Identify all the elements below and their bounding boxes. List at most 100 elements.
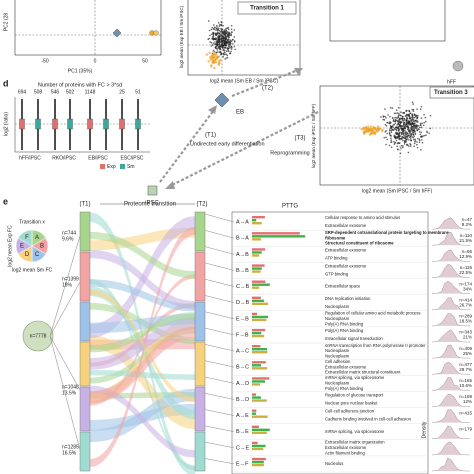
enrichment-bar [252,345,261,348]
point [374,132,377,135]
enrichment-bar [252,393,257,396]
point [214,41,216,43]
box [52,118,58,130]
point [395,136,398,138]
point [212,33,215,36]
alluvial [79,211,206,474]
point [416,146,419,149]
point [402,139,404,142]
point [216,31,219,34]
point [401,119,404,121]
hff-marker [153,30,159,36]
enrichment-bar [252,367,268,370]
point [215,40,218,43]
point [216,28,219,30]
point [208,37,211,40]
density-curve [431,409,471,423]
column-label: (T2) [197,202,208,208]
point [216,26,218,28]
point [403,136,405,139]
row-label: A→A [236,220,249,226]
point [394,116,396,119]
point [362,132,366,135]
point [401,136,404,138]
point [400,144,403,147]
enrichment-bar [252,412,257,415]
point [219,23,221,26]
point [224,53,226,55]
density-curve [431,264,471,278]
enrichment-bar [252,299,264,303]
axis-label: log2 mean Exp FC [7,225,13,267]
point [389,124,392,127]
point [392,117,394,119]
point [231,31,233,33]
cluster-link [49,335,81,451]
flow [90,369,195,380]
point [390,146,393,148]
point [396,112,399,114]
row-pct: 21.5% [459,238,472,243]
point [409,135,412,138]
term: Extracellular matrix organization [325,440,385,445]
point [222,44,225,47]
point [411,136,414,138]
term: Extracellular exosome [325,264,367,269]
cluster-n: n=1048 [62,384,79,390]
point [386,132,388,135]
point [413,127,416,130]
enrichment-bar [252,219,257,222]
box [103,118,109,130]
point [223,53,225,55]
point [230,34,232,37]
row-n: n=414 [459,297,472,302]
point [396,126,399,129]
enrichment-bar [252,348,267,351]
point [397,129,400,132]
point [420,105,423,108]
point [411,101,414,104]
eb-node [214,92,230,108]
point [360,128,363,131]
quadrant-label: F [25,235,29,241]
row-link [204,295,235,303]
axis-label: log2 mean (Sm EB / Sm iPSC) [210,78,278,84]
point [223,47,226,49]
point [227,28,230,31]
point [412,134,415,136]
point [404,131,406,134]
point [412,115,414,117]
point [228,38,230,41]
point [208,51,211,55]
row-label: B→C [236,365,249,371]
point [212,24,215,26]
point [420,126,423,129]
point [413,145,415,147]
point [410,122,412,125]
point [394,126,397,129]
point [415,125,417,128]
point [223,33,226,36]
axis-label: log2 mean (Exp iPSC / Sm hFF) [311,103,316,168]
point [213,56,216,59]
point [413,142,416,145]
point [392,124,394,126]
axis-label: log2 mean (Sm iPSC / Sm hFF) [362,188,433,194]
enrichment-bar [252,312,258,316]
point [417,137,419,140]
point [384,108,386,110]
point [384,115,386,118]
point [212,42,215,45]
point [406,109,408,112]
point [383,119,386,121]
axis-label: log2 mean Sm FC [12,267,53,273]
point [223,29,226,32]
point [209,34,211,37]
cluster-n: n=1285 [62,444,79,450]
point [401,125,403,128]
point [410,129,412,131]
point [227,43,230,46]
point [416,129,418,132]
point [226,39,229,41]
row-label: C→E [236,445,249,451]
